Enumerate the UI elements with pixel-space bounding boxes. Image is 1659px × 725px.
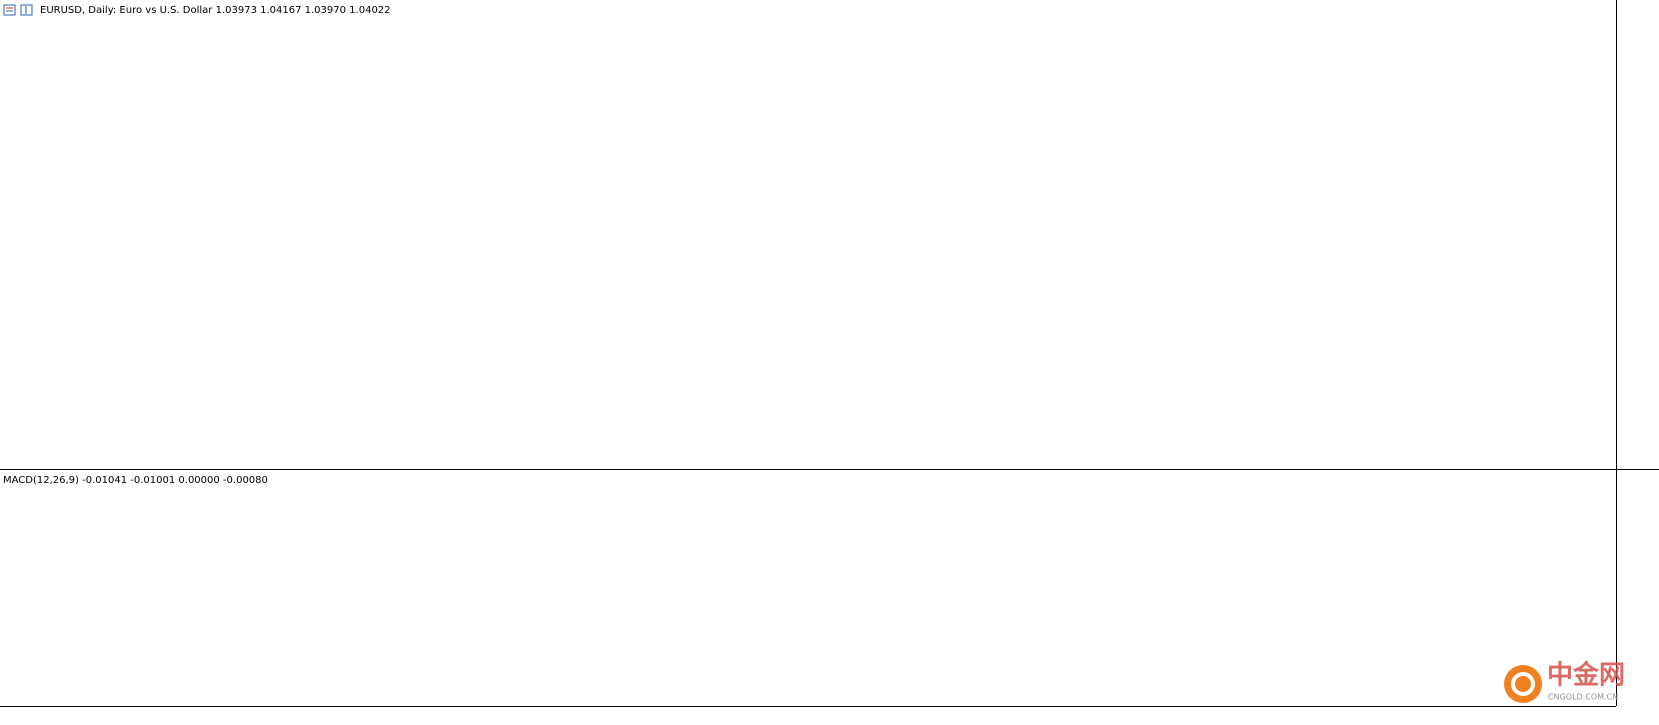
icon	[3, 4, 16, 16]
logo	[1511, 672, 1535, 696]
indicator-title: MACD(12,26,9) -0.01041 -0.01001 0.00000 …	[3, 475, 268, 486]
header-icons	[3, 4, 33, 16]
chart-title: EURUSD, Daily: Euro vs U.S. Dollar 1.039…	[40, 5, 391, 16]
logo	[1504, 665, 1542, 703]
watermark-brand: 中金网	[1547, 660, 1625, 691]
watermark: 中金网 CNGOLD.COM.CN	[1504, 660, 1625, 703]
watermark-site: CNGOLD.COM.CN	[1548, 693, 1618, 702]
